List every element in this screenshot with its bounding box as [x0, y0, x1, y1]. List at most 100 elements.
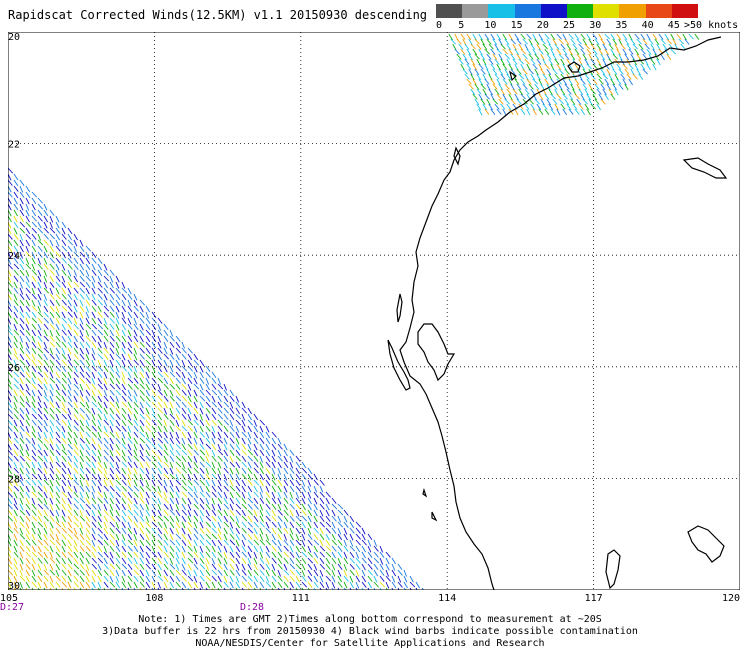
wind-barb	[25, 461, 31, 469]
note-line-1: Note: 1) Times are GMT 2)Times along bot…	[138, 614, 602, 625]
wind-barb	[157, 347, 163, 354]
latitude-label: -20	[8, 32, 20, 43]
wind-barb	[466, 33, 472, 40]
wind-barb	[193, 437, 198, 445]
wind-barb	[43, 509, 48, 517]
wind-barb	[199, 521, 204, 529]
wind-barb	[622, 33, 628, 40]
wind-barb	[139, 455, 146, 462]
wind-barb	[331, 539, 338, 546]
wind-barb	[301, 473, 307, 480]
wind-barb	[247, 479, 253, 486]
wind-barb	[205, 413, 210, 421]
wind-barb	[277, 587, 281, 590]
wind-barb	[560, 88, 566, 95]
wind-barb	[205, 539, 212, 546]
wind-barb	[247, 533, 253, 540]
wind-barb	[109, 533, 115, 540]
wind-barb	[271, 575, 277, 582]
legend-label: 10	[484, 20, 497, 31]
wind-barb	[241, 587, 245, 590]
wind-barb	[61, 569, 67, 576]
wind-barb	[602, 58, 607, 66]
wind-barb	[73, 491, 79, 498]
wind-barb	[301, 485, 307, 493]
wind-barb	[163, 389, 168, 397]
wind-barb	[43, 383, 48, 391]
wind-barb	[532, 108, 537, 116]
wind-barb	[163, 569, 168, 577]
wind-barb	[301, 479, 306, 487]
wind-barb	[223, 497, 229, 505]
wind-barb	[91, 503, 97, 510]
wind-barb	[43, 305, 49, 313]
latitude-label: -24	[8, 251, 20, 262]
wind-barb	[265, 503, 271, 510]
wind-barb	[13, 503, 19, 511]
wind-barb	[562, 93, 568, 100]
wind-barb	[217, 443, 222, 451]
wind-barb	[49, 467, 55, 475]
wind-barb	[518, 43, 523, 51]
wind-barb	[115, 383, 121, 390]
wind-barb	[367, 581, 372, 589]
wind-barb	[530, 88, 536, 95]
wind-barb	[630, 38, 636, 45]
wind-barb	[223, 419, 230, 426]
wind-barb	[223, 383, 227, 391]
wind-barb	[25, 449, 30, 457]
wind-barb	[55, 581, 61, 588]
wind-barb	[139, 413, 146, 420]
wind-barb	[145, 449, 150, 457]
wind-barb	[103, 491, 108, 499]
wind-barb	[205, 563, 209, 571]
wind-barb	[127, 563, 133, 570]
wind-barb	[115, 425, 121, 432]
wind-barb	[115, 437, 121, 444]
wind-barb	[25, 383, 30, 391]
wind-barb	[43, 521, 48, 529]
wind-barb	[199, 575, 205, 582]
wind-barb	[31, 359, 37, 367]
wind-barb	[379, 587, 382, 590]
wind-barb	[253, 497, 259, 505]
wind-barb	[592, 78, 598, 85]
wind-barb	[91, 419, 97, 427]
wind-barb	[37, 347, 44, 354]
wind-barb	[49, 215, 54, 223]
wind-barb	[61, 587, 64, 590]
wind-barb	[157, 539, 163, 546]
wind-barb	[151, 419, 157, 426]
wind-barb	[235, 575, 240, 583]
wind-barb	[546, 98, 552, 106]
wind-barb	[85, 341, 91, 349]
wind-barb	[61, 539, 67, 547]
wind-barb	[145, 563, 151, 570]
wind-barb	[580, 108, 586, 116]
wind-barb	[79, 371, 85, 378]
wind-barb	[151, 467, 157, 475]
wind-barb	[109, 335, 115, 342]
wind-barb	[211, 419, 217, 426]
wind-barb	[584, 103, 590, 110]
wind-barb	[73, 371, 79, 378]
wind-barb	[610, 48, 615, 56]
wind-barb	[373, 551, 379, 558]
wind-barb	[79, 329, 84, 337]
wind-barb	[55, 287, 60, 295]
wind-barb	[536, 88, 541, 96]
wind-barb	[217, 521, 222, 529]
wind-barb	[259, 575, 265, 582]
wind-barb	[43, 575, 49, 582]
wind-barb	[199, 467, 205, 474]
wind-barb	[307, 569, 313, 577]
wind-barb	[79, 383, 84, 391]
wind-barb	[145, 371, 150, 379]
wind-barb	[37, 311, 44, 318]
wind-barb	[307, 545, 312, 553]
wind-barb	[205, 491, 211, 498]
time-label: D:28	[240, 602, 264, 612]
wind-barb	[496, 63, 501, 71]
wind-barb	[157, 449, 163, 456]
wind-barb	[229, 521, 234, 529]
